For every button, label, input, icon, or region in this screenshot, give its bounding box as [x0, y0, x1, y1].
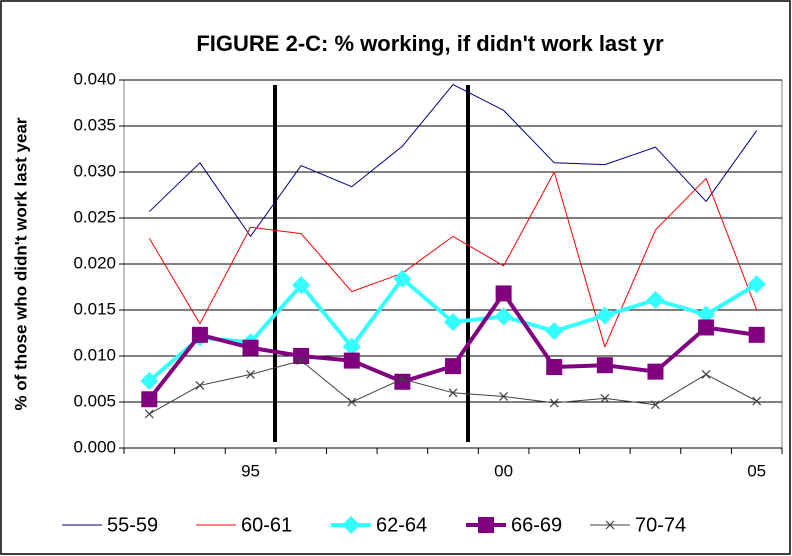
series-line [148, 84, 758, 237]
point [293, 348, 310, 364]
point [546, 359, 563, 376]
legend-marker [342, 516, 360, 534]
point [246, 369, 255, 379]
point [444, 312, 462, 331]
point [140, 371, 159, 390]
point [647, 363, 664, 380]
y-tick-label: 0.020 [73, 253, 116, 272]
point [499, 392, 509, 401]
point [748, 326, 765, 343]
point [343, 352, 360, 369]
x-tick-label: 95 [241, 461, 260, 480]
legend-label: 66-69 [511, 514, 562, 536]
x-tick-label: 00 [494, 461, 513, 480]
y-tick-label: 0.010 [73, 345, 116, 364]
point [347, 397, 357, 407]
point [292, 276, 311, 295]
legend-marker [342, 516, 360, 534]
legend-marker [605, 520, 615, 530]
point [698, 319, 715, 336]
point [342, 337, 361, 356]
legend-label: 70-74 [635, 514, 686, 536]
point [549, 398, 559, 408]
point [445, 358, 461, 375]
point [242, 339, 259, 356]
y-tick-label: 0.005 [73, 391, 116, 410]
point [747, 275, 766, 294]
point [191, 326, 208, 343]
legend-marker [605, 520, 615, 530]
point [646, 290, 665, 309]
legend-label: 55-59 [107, 514, 158, 536]
series-line [148, 171, 758, 348]
y-tick-label: 0.040 [73, 69, 116, 88]
point [141, 391, 158, 408]
point [495, 285, 512, 302]
legend-marker [478, 517, 494, 533]
y-tick-label: 0.000 [73, 437, 116, 456]
legend-label: 62-64 [376, 514, 427, 536]
y-tick-label: 0.015 [73, 299, 116, 318]
point [393, 269, 412, 288]
point [752, 396, 762, 406]
legend-marker [478, 517, 494, 533]
point [545, 322, 564, 341]
point [651, 400, 660, 410]
point [296, 356, 306, 366]
legend-label: 60-61 [241, 514, 292, 536]
point [144, 409, 154, 419]
point [600, 393, 610, 403]
point [595, 306, 614, 325]
y-tick-label: 0.025 [73, 207, 116, 226]
point [448, 388, 458, 398]
y-tick-label: 0.030 [73, 161, 116, 180]
point [397, 374, 407, 384]
y-tick-label: 0.035 [73, 115, 116, 134]
point [394, 373, 411, 390]
x-tick-label: 05 [747, 461, 766, 480]
y-axis-label: % of those who didn't work last year [11, 117, 30, 410]
chart-title: FIGURE 2-C: % working, if didn't work la… [196, 31, 664, 56]
point [701, 369, 711, 379]
point [697, 305, 716, 324]
point [494, 307, 513, 326]
point [195, 381, 205, 390]
point [596, 357, 613, 374]
